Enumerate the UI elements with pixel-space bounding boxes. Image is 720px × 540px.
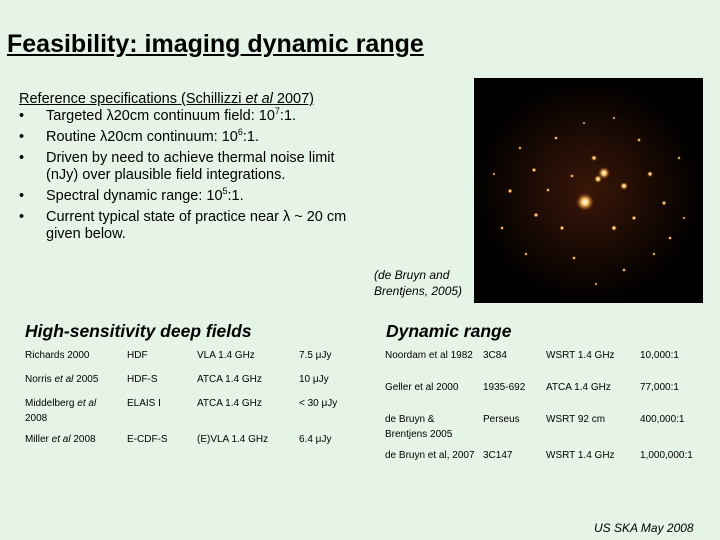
sensitivity-cell: < 30 μJy bbox=[299, 398, 338, 409]
table-row: Noordam et al 1982 3C84 WSRT 1.4 GHz 10,… bbox=[381, 345, 704, 377]
table-row: Norris et al 2005 HDF-S ATCA 1.4 GHz 10 … bbox=[21, 369, 355, 393]
reference-cell: Geller et al 2000 bbox=[385, 382, 459, 393]
sensitivity-cell: 7.5 μJy bbox=[299, 350, 332, 361]
bullet-icon: • bbox=[19, 108, 25, 124]
telescope-cell: WSRT 1.4 GHz bbox=[546, 350, 615, 361]
deep-fields-table: Richards 2000 HDF VLA 1.4 GHz 7.5 μJy No… bbox=[21, 345, 355, 453]
range-cell: 1,000,000:1 bbox=[640, 450, 693, 461]
bullet-icon: • bbox=[19, 209, 25, 225]
spec-spectral-range: • Spectral dynamic range: 105:1. bbox=[19, 186, 244, 204]
telescope-cell: ATCA 1.4 GHz bbox=[197, 398, 262, 409]
spec-thermal-noise: • Driven by need to achieve thermal nois… bbox=[19, 150, 335, 183]
bullet-icon: • bbox=[19, 150, 25, 166]
footer-text: US SKA May 2008 bbox=[594, 521, 694, 535]
range-cell: 10,000:1 bbox=[640, 350, 679, 361]
field-cell: ELAIS I bbox=[127, 398, 161, 409]
reference-cell: de Bruyn & Brentjens 2005 bbox=[385, 414, 453, 440]
bullet-icon: • bbox=[19, 188, 25, 204]
field-cell: HDF bbox=[127, 350, 148, 361]
range-cell: 77,000:1 bbox=[640, 382, 679, 393]
radio-sources bbox=[492, 116, 686, 286]
spec-targeted-continuum: • Targeted λ20cm continuum field: 107:1. bbox=[19, 106, 297, 124]
reference-specifications: Reference specifications (Schillizzi et … bbox=[19, 91, 389, 243]
reference-cell: Norris et al 2005 bbox=[25, 374, 99, 385]
reference-cell: de Bruyn et al, 2007 bbox=[385, 450, 475, 461]
table-row: de Bruyn & Brentjens 2005 Perseus WSRT 9… bbox=[381, 409, 704, 445]
table-row: de Bruyn et al, 2007 3C147 WSRT 1.4 GHz … bbox=[381, 445, 704, 477]
reference-heading: Reference specifications (Schillizzi et … bbox=[19, 91, 314, 107]
table-row: Middelberg et al 2008 ELAIS I ATCA 1.4 G… bbox=[21, 393, 355, 429]
table-row: Miller et al 2008 E-CDF-S (E)VLA 1.4 GHz… bbox=[21, 429, 355, 453]
reference-cell: Noordam et al 1982 bbox=[385, 350, 473, 361]
radio-sky-svg bbox=[474, 78, 703, 303]
sensitivity-cell: 10 μJy bbox=[299, 374, 329, 385]
field-cell: E-CDF-S bbox=[127, 434, 168, 445]
reference-cell: Middelberg et al 2008 bbox=[25, 398, 97, 424]
range-cell: 400,000:1 bbox=[640, 414, 685, 425]
slide-title: Feasibility: imaging dynamic range bbox=[7, 30, 424, 58]
telescope-cell: (E)VLA 1.4 GHz bbox=[197, 434, 269, 445]
spec-current-practice: • Current typical state of practice near… bbox=[19, 209, 347, 242]
source-cell: Perseus bbox=[483, 414, 520, 425]
dynamic-range-table: Noordam et al 1982 3C84 WSRT 1.4 GHz 10,… bbox=[381, 345, 704, 477]
table-row: Geller et al 2000 1935-692 ATCA 1.4 GHz … bbox=[381, 377, 704, 409]
telescope-cell: ATCA 1.4 GHz bbox=[197, 374, 262, 385]
telescope-cell: WSRT 1.4 GHz bbox=[546, 450, 615, 461]
spec-routine-continuum: • Routine λ20cm continuum: 106:1. bbox=[19, 127, 259, 145]
telescope-cell: VLA 1.4 GHz bbox=[197, 350, 255, 361]
radio-sky-image bbox=[474, 78, 703, 303]
source-cell: 3C84 bbox=[483, 350, 507, 361]
reference-cell: Richards 2000 bbox=[25, 350, 90, 361]
reference-cell: Miller et al 2008 bbox=[25, 434, 96, 445]
source-cell: 3C147 bbox=[483, 450, 513, 461]
sensitivity-cell: 6.4 μJy bbox=[299, 434, 332, 445]
bullet-icon: • bbox=[19, 129, 25, 145]
deep-fields-title: High-sensitivity deep fields bbox=[25, 321, 252, 341]
telescope-cell: ATCA 1.4 GHz bbox=[546, 382, 611, 393]
source-cell: 1935-692 bbox=[483, 382, 526, 393]
spec-list: • Targeted λ20cm continuum field: 107:1.… bbox=[19, 106, 389, 243]
field-cell: HDF-S bbox=[127, 374, 158, 385]
telescope-cell: WSRT 92 cm bbox=[546, 414, 606, 425]
dynamic-range-title: Dynamic range bbox=[386, 321, 512, 341]
table-row: Richards 2000 HDF VLA 1.4 GHz 7.5 μJy bbox=[21, 345, 355, 369]
image-caption: (de Bruyn and Brentjens, 2005) bbox=[374, 268, 463, 298]
